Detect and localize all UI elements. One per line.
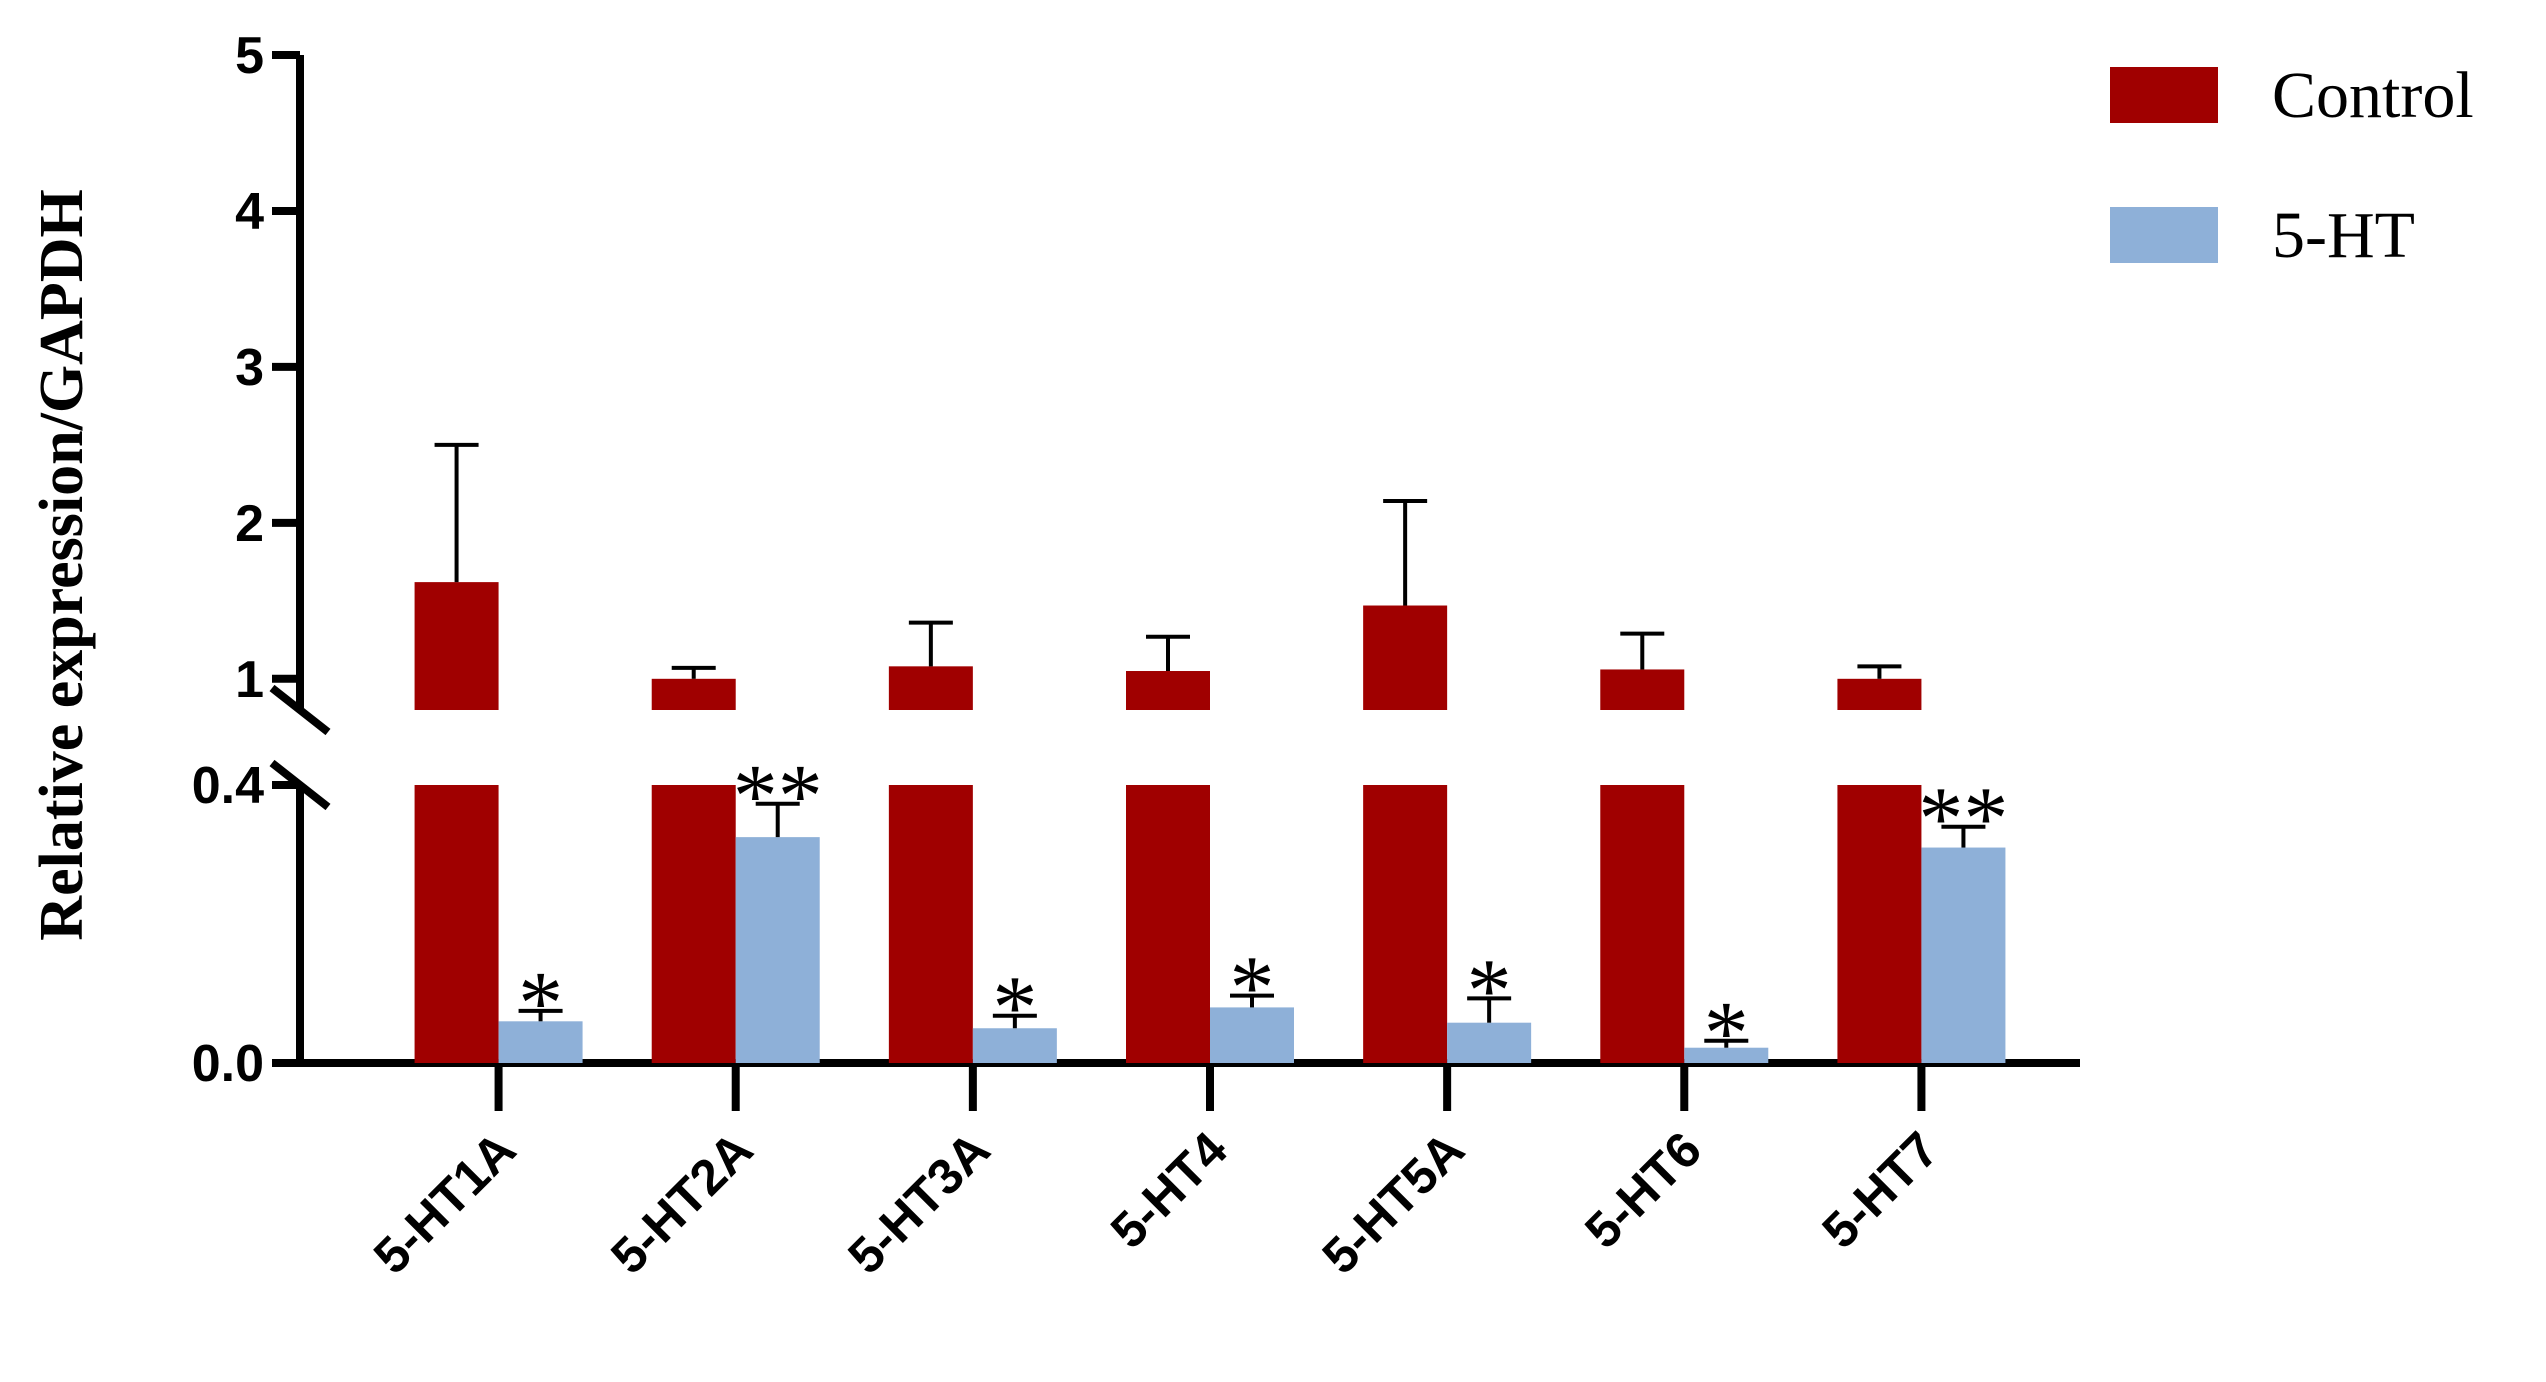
bar-control-lower (651, 785, 736, 1063)
bar-control-lower (1363, 785, 1448, 1063)
x-tick-label: 5-HT5A (1312, 1121, 1475, 1284)
y-tick-label: 2 (235, 495, 264, 553)
axis-break-mark (269, 684, 331, 736)
bar-5ht (735, 837, 820, 1063)
legend: Control 5-HT (2110, 59, 2474, 272)
bar-5ht (972, 1028, 1057, 1063)
bar-5ht (1210, 1007, 1294, 1063)
bar-control-lower (414, 785, 499, 1063)
significance-marker: * (992, 959, 1037, 1058)
y-tick-label: 0.4 (192, 757, 264, 815)
plot-area: 0.00.412345*5-HT1A**5-HT2A*5-HT3A*5-HT4*… (192, 27, 2080, 1285)
bar-control-upper (1126, 671, 1210, 710)
y-tick-label: 5 (235, 27, 264, 85)
bar-5ht (498, 1021, 583, 1063)
legend-label: 5-HT (2272, 199, 2415, 272)
x-tick-label: 5-HT1A (363, 1121, 526, 1284)
significance-marker: * (1704, 984, 1749, 1083)
y-axis-label: Relative expression/GAPDH (28, 189, 96, 940)
x-tick-label: 5-HT4 (1100, 1121, 1238, 1259)
x-tick-label: 5-HT2A (600, 1121, 763, 1284)
significance-marker: ** (1918, 770, 2008, 869)
bar-5ht (1921, 847, 2006, 1063)
significance-marker: ** (733, 747, 823, 846)
bar-control-upper (414, 582, 499, 710)
bar-control-lower (1600, 785, 1685, 1063)
y-tick-label: 4 (235, 183, 264, 241)
significance-marker: * (1467, 941, 1512, 1040)
legend-swatch (2110, 67, 2218, 123)
legend-label: Control (2272, 59, 2474, 132)
x-tick-label: 5-HT7 (1811, 1121, 1949, 1259)
y-tick-label: 0.0 (192, 1035, 264, 1093)
significance-marker: * (518, 954, 563, 1053)
x-tick-label: 5-HT6 (1574, 1121, 1712, 1259)
x-tick-label: 5-HT3A (837, 1121, 1000, 1284)
legend-swatch (2110, 207, 2218, 263)
bar-control-lower (888, 785, 973, 1063)
significance-marker: * (1230, 939, 1275, 1038)
bar-5ht (1684, 1047, 1769, 1063)
y-tick-label: 3 (235, 339, 264, 397)
y-tick-label: 1 (235, 651, 264, 709)
bar-control-lower (1837, 785, 1922, 1063)
bar-control-lower (1126, 785, 1210, 1063)
bar-control-upper (1600, 669, 1685, 710)
bar-control-upper (1363, 605, 1448, 710)
bar-control-upper (888, 666, 973, 710)
bar-control-upper (651, 678, 736, 710)
bar-control-upper (1837, 678, 1922, 710)
bar-5ht (1447, 1022, 1532, 1063)
